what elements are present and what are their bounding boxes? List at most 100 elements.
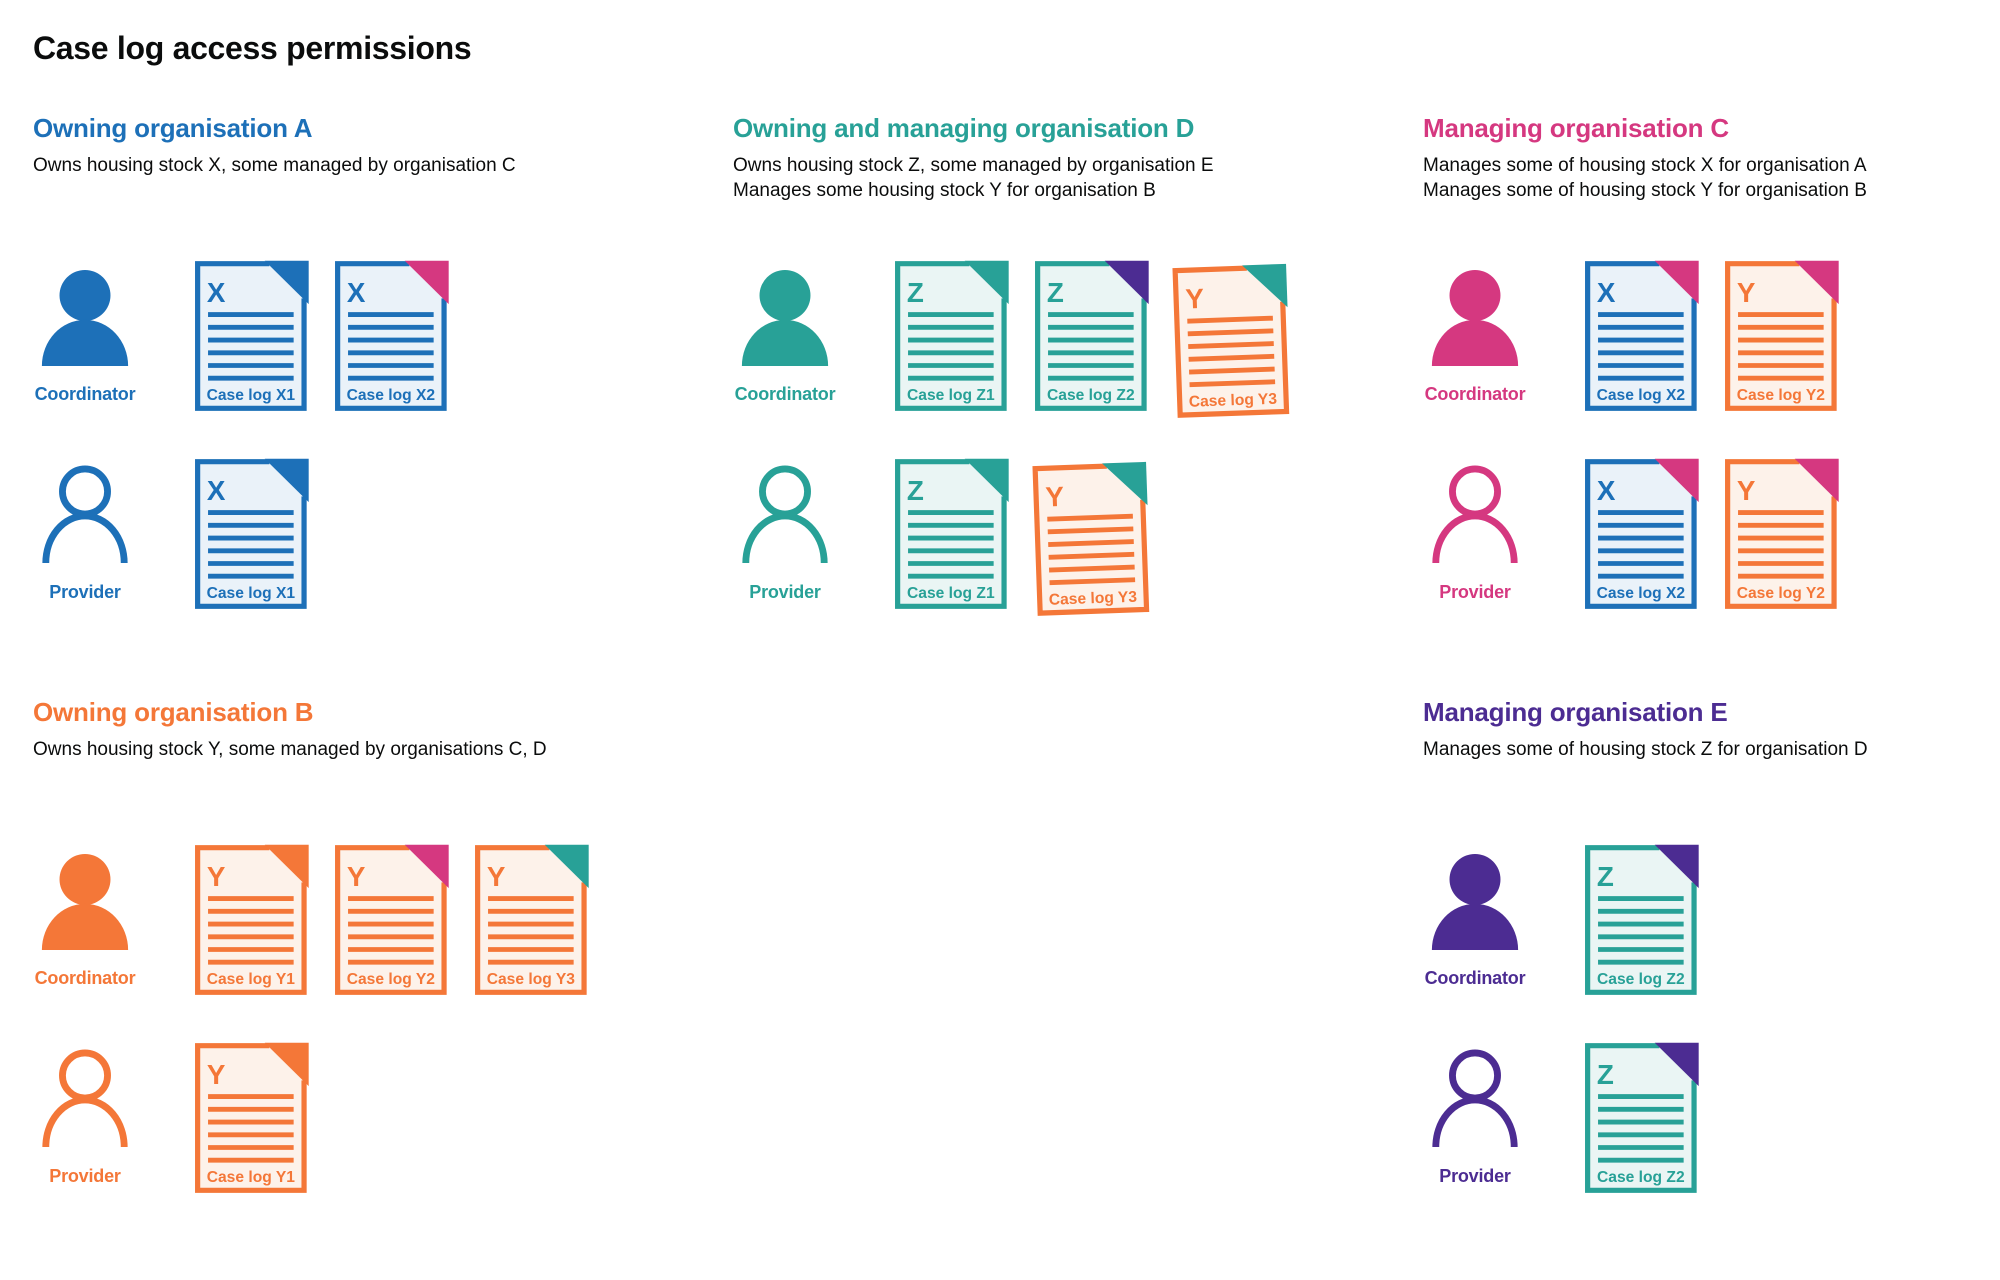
case-log-docs: Y Case log Y1 Y Case log Y2 Y Case log Y… (193, 843, 591, 997)
role-label: Coordinator (734, 384, 836, 404)
role-row-coordinator-org-c: Coordinator X Case log X2 Y Case log Y2 (1423, 259, 2000, 413)
role-label: Coordinator (34, 384, 136, 404)
role-label: Provider (49, 1166, 121, 1186)
person-outline-icon (42, 465, 128, 564)
doc-label: Case log X1 (207, 387, 296, 404)
doc-label: Case log Z1 (907, 387, 995, 404)
doc-case-log-y1: Y Case log Y1 (195, 844, 309, 995)
role-row-provider-org-c: Provider X Case log X2 Y Case log Y2 (1423, 457, 2000, 611)
doc-letter: X (347, 277, 366, 308)
fold-corner-icon (1654, 1042, 1699, 1087)
column-1: Owning organisation A Owns housing stock … (33, 67, 733, 1195)
role-row-coordinator-org-d: Coordinator Z Case log Z1 Z Case log Z2 … (733, 259, 1423, 418)
person-outline-icon (1432, 465, 1518, 564)
doc-label: Case log X2 (1597, 585, 1686, 602)
doc-letter: Y (1737, 475, 1756, 506)
role-label: Provider (749, 582, 821, 602)
doc-case-log-x2: X Case log X2 (335, 260, 449, 411)
case-log-docs: Z Case log Z1 Y Case log Y3 (893, 457, 1151, 616)
fold-corner-icon (1794, 260, 1839, 305)
org-section-org-e: Managing organisation E Manages some of h… (1423, 697, 2000, 1195)
case-log-docs: Z Case log Z1 Z Case log Z2 Y Case log Y… (893, 259, 1291, 418)
doc-case-log-z1: Z Case log Z1 (895, 458, 1009, 609)
doc-label: Case log Y2 (1737, 585, 1826, 602)
doc-label: Case log Y1 (207, 971, 296, 988)
page-title: Case log access permissions (33, 30, 472, 66)
case-log-docs: X Case log X2 Y Case log Y2 (1583, 457, 1841, 611)
org-heading-org-b: Owning organisation B (33, 697, 314, 727)
person-provider: Provider (733, 457, 837, 603)
case-log-docs: Y Case log Y1 (193, 1041, 311, 1195)
role-row-coordinator-org-b: Coordinator Y Case log Y1 Y Case log Y2 … (33, 843, 733, 997)
role-row-provider-org-e: Provider Z Case log Z2 (1423, 1041, 2000, 1195)
fold-corner-icon (264, 1042, 309, 1087)
doc-case-log-y1: Y Case log Y1 (195, 1042, 309, 1193)
doc-label: Case log Y2 (1737, 387, 1826, 404)
org-section-org-c: Managing organisation C Manages some of h… (1423, 113, 2000, 611)
role-row-coordinator-org-e: Coordinator Z Case log Z2 (1423, 843, 2000, 997)
doc-letter: Y (1737, 277, 1756, 308)
role-row-provider-org-a: Provider X Case log X1 (33, 457, 733, 611)
role-label: Coordinator (1424, 384, 1526, 404)
role-label: Provider (49, 582, 121, 602)
doc-label: Case log Y1 (207, 1169, 296, 1186)
doc-label: Case log X2 (347, 387, 436, 404)
fold-corner-icon (1654, 458, 1699, 503)
role-row-provider-org-b: Provider Y Case log Y1 (33, 1041, 733, 1195)
doc-letter: Z (907, 277, 924, 308)
doc-case-log-x1: X Case log X1 (195, 458, 309, 609)
doc-case-log-y2: Y Case log Y2 (1725, 458, 1839, 609)
org-heading-org-c: Managing organisation C (1423, 113, 1729, 143)
doc-letter: Z (907, 475, 924, 506)
org-section-org-a: Owning organisation A Owns housing stock … (33, 113, 733, 611)
doc-label: Case log Y3 (1189, 391, 1278, 411)
doc-label: Case log Z2 (1047, 387, 1135, 404)
doc-case-log-z1: Z Case log Z1 (895, 260, 1009, 411)
doc-case-log-y2: Y Case log Y2 (1725, 260, 1839, 411)
person-filled-icon (41, 853, 129, 950)
doc-label: Case log X1 (207, 585, 296, 602)
org-description-org-b: Owns housing stock Y, some managed by or… (33, 739, 547, 760)
doc-letter: X (207, 277, 226, 308)
org-heading-org-a: Owning organisation A (33, 113, 313, 143)
person-outline-icon (1432, 1049, 1518, 1148)
doc-case-log-y3: Y Case log Y3 (1032, 461, 1150, 616)
org-description-org-e: Manages some of housing stock Z for orga… (1423, 739, 1868, 760)
role-label: Provider (1439, 1166, 1511, 1186)
doc-case-log-z2: Z Case log Z2 (1035, 260, 1149, 411)
doc-case-log-z2: Z Case log Z2 (1585, 844, 1699, 995)
doc-letter: Z (1047, 277, 1064, 308)
person-outline-icon (42, 1049, 128, 1148)
doc-letter: Y (1045, 481, 1065, 513)
doc-letter: Y (347, 861, 366, 892)
person-coordinator: Coordinator (33, 843, 137, 989)
doc-label: Case log Z1 (907, 585, 995, 602)
doc-label: Case log Z2 (1597, 1169, 1685, 1186)
person-provider: Provider (33, 1041, 137, 1187)
doc-case-log-x2: X Case log X2 (1585, 260, 1699, 411)
fold-corner-icon (964, 458, 1009, 503)
doc-letter: Z (1597, 1059, 1614, 1090)
doc-letter: X (207, 475, 226, 506)
column-3: Managing organisation C Manages some of h… (1423, 67, 2000, 1195)
org-section-org-b: Owning organisation B Owns housing stock … (33, 697, 733, 1195)
role-label: Provider (1439, 582, 1511, 602)
org-description-org-a: Owns housing stock X, some managed by or… (33, 155, 516, 176)
fold-corner-icon (1102, 461, 1148, 506)
person-provider: Provider (33, 457, 137, 603)
doc-letter: Z (1597, 861, 1614, 892)
doc-label: Case log Z2 (1597, 971, 1685, 988)
person-filled-icon (1431, 853, 1519, 950)
doc-case-log-y2: Y Case log Y2 (335, 844, 449, 995)
org-section-org-d: Owning and managing organisation D Owns h… (733, 113, 1423, 616)
case-log-docs: X Case log X1 (193, 457, 311, 611)
fold-corner-icon (964, 260, 1009, 305)
case-log-docs: Z Case log Z2 (1583, 1041, 1701, 1195)
person-coordinator: Coordinator (33, 259, 137, 405)
doc-label: Case log Y3 (1049, 589, 1138, 609)
doc-case-log-x2: X Case log X2 (1585, 458, 1699, 609)
person-filled-icon (1431, 269, 1519, 366)
doc-label: Case log Y2 (347, 971, 436, 988)
doc-label: Case log X2 (1597, 387, 1686, 404)
org-description-org-d: Owns housing stock Z, some managed by or… (733, 155, 1214, 201)
